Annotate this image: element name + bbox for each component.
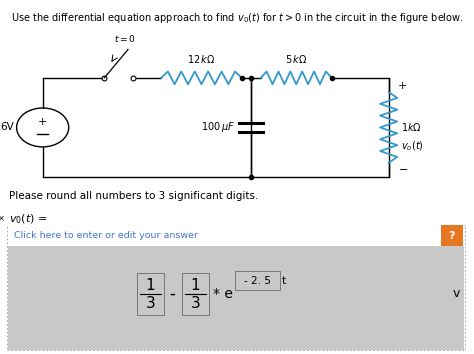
Text: 6V: 6V — [0, 122, 14, 132]
Text: ?: ? — [449, 231, 455, 241]
Text: Click here to enter or edit your answer: Click here to enter or edit your answer — [14, 231, 198, 240]
Text: -: - — [169, 285, 175, 303]
Text: +: + — [398, 81, 408, 91]
Text: $1k\Omega$: $1k\Omega$ — [401, 121, 421, 133]
Text: +: + — [38, 117, 47, 127]
Text: $v_o(t)$: $v_o(t)$ — [401, 127, 423, 153]
Text: * e: * e — [213, 287, 233, 301]
Text: $12\,k\Omega$: $12\,k\Omega$ — [187, 53, 216, 65]
Text: 1: 1 — [191, 278, 201, 293]
Text: v: v — [452, 287, 460, 301]
Text: 3: 3 — [191, 296, 201, 311]
Text: ×: × — [0, 214, 5, 223]
Text: 3: 3 — [146, 296, 155, 311]
Text: - 2. 5: - 2. 5 — [244, 276, 271, 286]
Bar — [182, 273, 209, 315]
Text: $t = 0$: $t = 0$ — [114, 33, 136, 44]
Text: $5\,k\Omega$: $5\,k\Omega$ — [285, 53, 308, 65]
Bar — [8, 225, 464, 350]
Bar — [137, 273, 164, 315]
Text: Please round all numbers to 3 significant digits.: Please round all numbers to 3 significan… — [9, 191, 259, 201]
Text: 1: 1 — [146, 278, 155, 293]
Text: t: t — [282, 276, 286, 286]
Text: Use the differential equation approach to find $v_0(t)$ for $t > 0$ in the circu: Use the differential equation approach t… — [11, 11, 463, 25]
Bar — [8, 225, 464, 246]
Text: $v_0(t)$ =: $v_0(t)$ = — [9, 212, 48, 226]
Text: $-$: $-$ — [398, 164, 408, 173]
Bar — [441, 225, 463, 246]
Bar — [235, 271, 280, 290]
Text: $100\,\mu F$: $100\,\mu F$ — [201, 120, 235, 135]
